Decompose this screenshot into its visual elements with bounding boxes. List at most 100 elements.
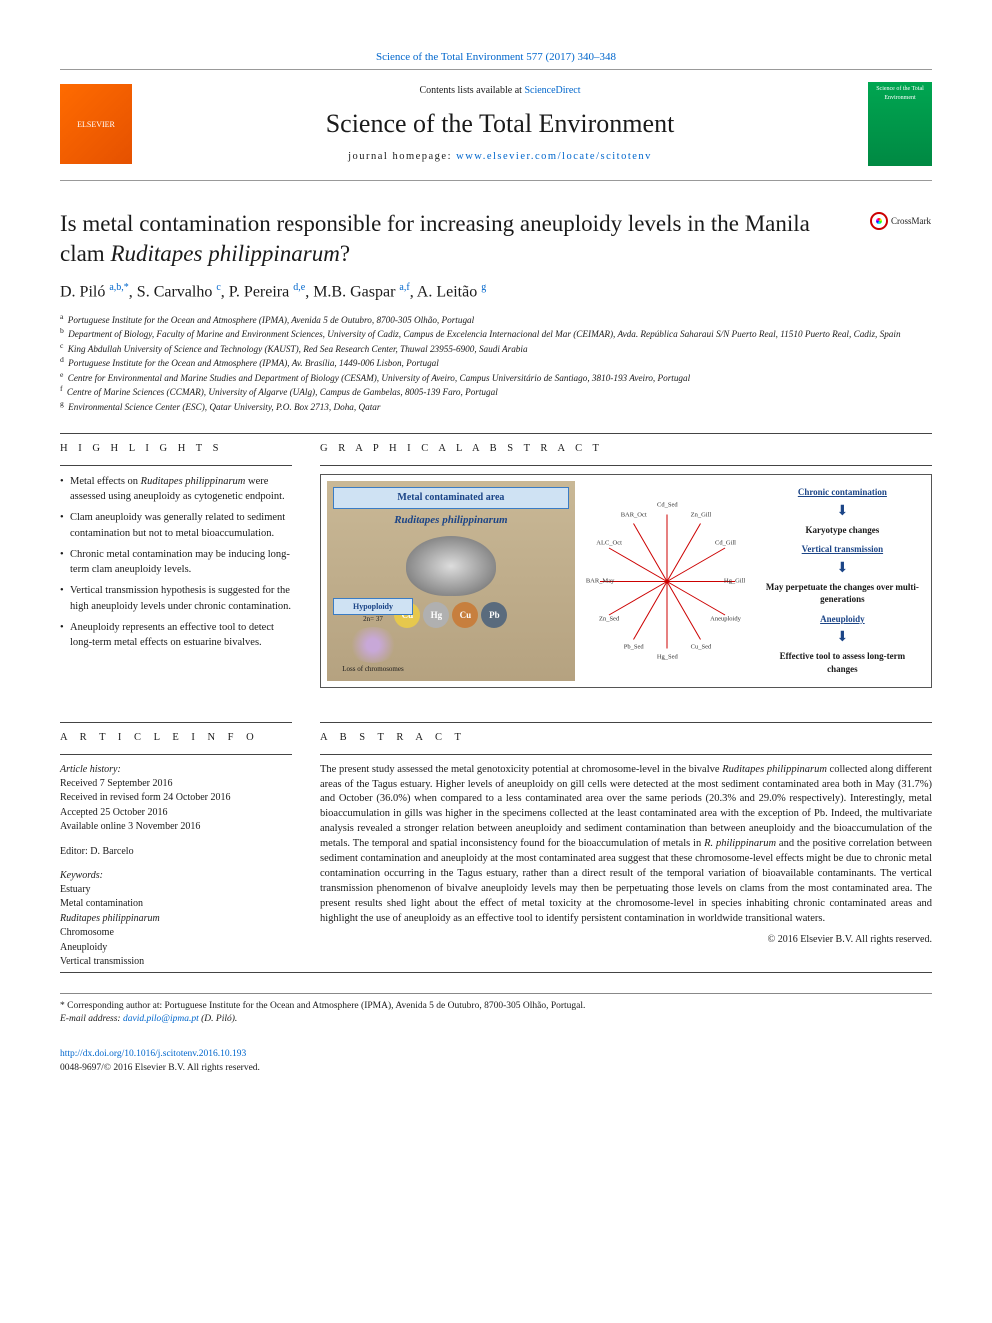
metal-chip-pb: Pb [481,602,507,628]
clam-icon [406,536,496,596]
doi-link[interactable]: http://dx.doi.org/10.1016/j.scitotenv.20… [60,1049,246,1059]
running-head: Science of the Total Environment 577 (20… [60,50,932,65]
ga-contaminated-title: Metal contaminated area [333,487,569,509]
history-label: Article history: [60,763,292,777]
highlight-item: Aneuploidy represents an effective tool … [60,620,292,650]
keyword: Ruditapes philippinarum [60,912,292,927]
pca-label: Pb_Sed [624,642,644,651]
article-info-label: A R T I C L E I N F O [60,731,292,746]
pca-label: ALC_Oct [596,538,622,547]
chromosome-icon [348,627,398,663]
graphical-abstract-figure: Metal contaminated area Ruditapes philip… [320,474,932,688]
affiliation-line: c King Abdullah University of Science an… [60,341,932,355]
keyword: Metal contamination [60,897,292,912]
info-abstract-row: A R T I C L E I N F O Article history: R… [60,714,932,970]
title-row: Is metal contamination responsible for i… [60,209,932,269]
corr-email-link[interactable]: david.pilo@ipma.pt [123,1014,199,1024]
divider [320,465,932,466]
affiliation-line: e Centre for Environmental and Marine St… [60,370,932,384]
corr-star: * [60,1001,65,1011]
ga-right-panel: Chronic contamination ⬇ Karyotype changes V… [760,481,925,681]
ga-right-item: Aneuploidy [764,613,921,626]
crossmark-icon [870,212,888,230]
keyword: Aneuploidy [60,941,292,956]
pca-label: Hg_Gill [724,576,745,585]
contents-prefix: Contents lists available at [419,85,524,96]
pca-vector [609,581,668,615]
ga-hypo-title: Hypoploidy [333,598,413,615]
abstract-column: A B S T R A C T The present study assess… [320,714,932,970]
ga-left-panel: Metal contaminated area Ruditapes philip… [327,481,575,681]
corresponding-author: * Corresponding author at: Portuguese In… [60,1000,932,1027]
crossmark-label: CrossMark [891,215,931,228]
pca-label: Hg_Sed [657,652,678,661]
pca-vector [667,523,701,582]
ga-species: Ruditapes philippinarum [333,513,569,528]
pca-label: Zn_Gill [691,511,712,520]
divider [60,754,292,755]
affiliation-line: f Centre of Marine Sciences (CCMAR), Uni… [60,384,932,398]
pca-vector [667,581,668,648]
ga-right-item: Karyotype changes [764,524,921,537]
journal-homepage: journal homepage: www.elsevier.com/locat… [148,150,852,165]
pca-label: BAR_May [586,576,615,585]
title-species: Ruditapes philippinarum [110,241,339,266]
ga-hypo-loss: Loss of chromosomes [333,665,413,675]
keywords-label: Keywords: [60,869,292,883]
ga-right-item: Vertical transmission [764,543,921,556]
ga-right-item: Chronic contamination [764,486,921,499]
affiliation-line: b Department of Biology, Faculty of Mari… [60,326,932,340]
sciencedirect-link[interactable]: ScienceDirect [524,85,580,96]
affiliations: a Portuguese Institute for the Ocean and… [60,312,932,413]
pca-label: BAR_Oct [621,511,647,520]
doi-block: http://dx.doi.org/10.1016/j.scitotenv.20… [60,1048,932,1075]
keyword: Estuary [60,883,292,898]
divider [60,465,292,466]
corr-email-suffix: (D. Piló). [199,1014,238,1024]
divider [60,993,932,994]
title-q: ? [340,241,350,266]
ga-hypo-2n: 2n= 37 [333,615,413,625]
pca-vector [609,547,668,581]
pca-label: Cu_Sed [691,642,712,651]
pca-vector [667,514,668,581]
pca-label: Aneuploidy [710,614,741,623]
journal-cover-thumb: Science of the Total Environment [868,82,932,166]
highlights-column: H I G H L I G H T S Metal effects on Rud… [60,442,292,688]
affiliation-line: d Portuguese Institute for the Ocean and… [60,355,932,369]
highlight-item: Chronic metal contamination may be induc… [60,547,292,577]
elsevier-logo: ELSEVIER [60,84,132,164]
highlights-graphical-row: H I G H L I G H T S Metal effects on Rud… [60,442,932,688]
abstract-text: The present study assessed the metal gen… [320,763,932,927]
history-line: Received in revised form 24 October 2016 [60,791,292,806]
journal-header-center: Contents lists available at ScienceDirec… [132,84,868,165]
issn-line: 0048-9697/© 2016 Elsevier B.V. All right… [60,1063,260,1073]
graphical-abstract-column: G R A P H I C A L A B S T R A C T Metal … [320,442,932,688]
history-line: Received 7 September 2016 [60,777,292,792]
homepage-link[interactable]: www.elsevier.com/locate/scitotenv [456,151,652,162]
arrow-down-icon: ⬇ [764,563,921,574]
history-lines: Received 7 September 2016Received in rev… [60,777,292,835]
crossmark-badge[interactable]: CrossMark [870,209,932,233]
pca-label: Cd_Sed [657,500,678,509]
graphical-abstract-label: G R A P H I C A L A B S T R A C T [320,442,932,457]
corr-text: Corresponding author at: Portuguese Inst… [67,1001,585,1011]
ga-hypoploidy-inset: Hypoploidy 2n= 37 Loss of chromosomes [333,598,413,675]
highlights-label: H I G H L I G H T S [60,442,292,457]
authors: D. Piló a,b,*, S. Carvalho c, P. Pereira… [60,281,932,304]
divider [60,722,292,723]
arrow-down-icon: ⬇ [764,632,921,643]
journal-header: ELSEVIER Contents lists available at Sci… [60,82,932,181]
highlights-list: Metal effects on Ruditapes philippinarum… [60,474,292,650]
highlight-item: Clam aneuploidy was generally related to… [60,510,292,540]
highlight-item: Metal effects on Ruditapes philippinarum… [60,474,292,504]
affiliation-line: g Environmental Science Center (ESC), Qa… [60,399,932,413]
article-title: Is metal contamination responsible for i… [60,209,870,269]
pca-label: Zn_Sed [599,614,619,623]
history-line: Available online 3 November 2016 [60,820,292,835]
arrow-down-icon: ⬇ [764,506,921,517]
highlight-item: Vertical transmission hypothesis is sugg… [60,583,292,613]
copyright-line: © 2016 Elsevier B.V. All rights reserved… [320,933,932,947]
homepage-prefix: journal homepage: [348,151,456,162]
abstract-label: A B S T R A C T [320,731,932,746]
